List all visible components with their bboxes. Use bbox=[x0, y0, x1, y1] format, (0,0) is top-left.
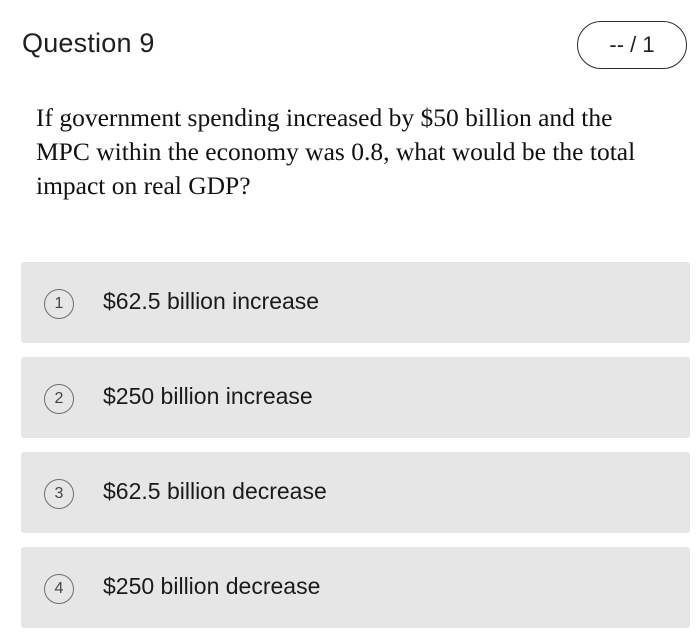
question-title: Question 9 bbox=[22, 28, 155, 58]
option-label: $62.5 billion increase bbox=[103, 288, 320, 314]
question-header: Question 9 -- / 1 bbox=[0, 0, 700, 90]
answer-option-1[interactable]: 1 $62.5 billion increase bbox=[21, 262, 690, 343]
answer-options: 1 $62.5 billion increase 2 $250 billion … bbox=[21, 262, 690, 642]
option-label: $250 billion decrease bbox=[103, 573, 321, 599]
question-prompt: If government spending increased by $50 … bbox=[36, 103, 636, 200]
answer-option-2[interactable]: 2 $250 billion increase bbox=[21, 357, 690, 438]
answer-option-4[interactable]: 4 $250 billion decrease bbox=[21, 547, 690, 628]
option-number-badge: 2 bbox=[44, 384, 74, 414]
option-label: $62.5 billion decrease bbox=[103, 478, 327, 504]
option-number-badge: 3 bbox=[44, 479, 74, 509]
answer-option-3[interactable]: 3 $62.5 billion decrease bbox=[21, 452, 690, 533]
option-number-badge: 4 bbox=[44, 574, 74, 604]
score-badge: -- / 1 bbox=[577, 21, 687, 69]
option-label: $250 billion increase bbox=[103, 383, 313, 409]
option-number-badge: 1 bbox=[44, 289, 74, 319]
